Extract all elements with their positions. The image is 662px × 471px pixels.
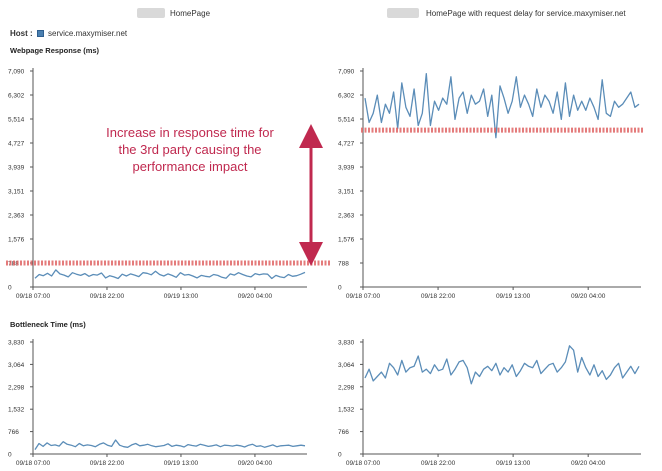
series-line — [34, 269, 306, 280]
x-tick-label: 09/18 07:00 — [16, 293, 51, 300]
y-tick-label: 0 — [338, 452, 342, 459]
x-tick-label: 09/18 07:00 — [346, 293, 381, 300]
y-tick-label: 766 — [338, 429, 349, 436]
y-tick-label: 2,298 — [338, 384, 355, 391]
response-right-chart: 7,090 6,302 5,514 4,727 3,939 3,151 2,363 1,576… — [338, 68, 643, 300]
redacted-label-right — [387, 8, 419, 18]
y-tick-label: 788 — [338, 261, 349, 268]
series-line — [34, 439, 306, 450]
x-tick-label: 09/18 22:00 — [90, 293, 125, 300]
y-tick-label: 7,090 — [8, 69, 25, 76]
y-tick-label: 7,090 — [338, 69, 355, 76]
response-left-chart: 7,090 6,302 5,514 4,727 3,939 3,151 2,363 1,576… — [6, 68, 330, 300]
x-tick-label: 09/20 04:00 — [571, 293, 606, 300]
x-tick-label: 09/20 04:00 — [238, 460, 273, 467]
y-tick-label: 3,939 — [338, 165, 355, 172]
x-tick-label: 09/19 13:00 — [164, 293, 199, 300]
y-tick-label: 0 — [8, 285, 12, 292]
y-tick-label: 3,064 — [338, 362, 355, 369]
y-tick-label: 3,064 — [8, 362, 25, 369]
y-tick-label: 2,363 — [338, 213, 355, 220]
y-tick-label: 3,830 — [338, 340, 355, 347]
host-legend-swatch — [37, 30, 44, 37]
x-tick-label: 09/19 13:00 — [496, 460, 531, 467]
annotation-line-1: Increase in response time for — [106, 125, 274, 140]
x-tick-label: 09/20 04:00 — [238, 293, 273, 300]
x-tick-label: 09/18 22:00 — [90, 460, 125, 467]
y-tick-label: 2,298 — [8, 384, 25, 391]
y-tick-label: 3,830 — [8, 340, 25, 347]
redacted-label-left — [137, 8, 165, 18]
series-line — [364, 73, 640, 139]
y-tick-label: 1,576 — [338, 237, 355, 244]
y-tick-label: 1,576 — [8, 237, 25, 244]
x-tick-label: 09/20 04:00 — [571, 460, 606, 467]
y-tick-label: 6,302 — [338, 93, 355, 100]
x-tick-label: 09/18 07:00 — [16, 460, 51, 467]
y-tick-label: 3,151 — [338, 189, 355, 196]
y-tick-label: 4,727 — [338, 141, 355, 148]
y-tick-label: 5,514 — [8, 117, 25, 124]
left-page-title: HomePage — [170, 9, 211, 18]
x-tick-label: 09/19 13:00 — [496, 293, 531, 300]
bottleneck-right-chart: 3,830 3,064 2,298 1,532 766 0 09/18 07:00 09/18… — [338, 339, 641, 467]
right-page-title: HomePage with request delay for service.… — [426, 9, 626, 18]
x-tick-label: 09/19 13:00 — [164, 460, 199, 467]
response-section-label: Webpage Response (ms) — [10, 46, 100, 55]
y-tick-label: 2,363 — [8, 213, 25, 220]
y-tick-label: 3,939 — [8, 165, 25, 172]
y-tick-label: 6,302 — [8, 93, 25, 100]
y-tick-label: 1,532 — [338, 407, 355, 414]
bottleneck-section-label: Bottleneck Time (ms) — [10, 320, 86, 329]
x-tick-label: 09/18 22:00 — [421, 293, 456, 300]
series-line — [364, 345, 640, 385]
host-label: Host : — [10, 29, 33, 38]
y-tick-label: 4,727 — [8, 141, 25, 148]
annotation-line-2: the 3rd party causing the — [118, 142, 261, 157]
y-tick-label: 3,151 — [8, 189, 25, 196]
bottleneck-left-chart: 3,830 3,064 2,298 1,532 766 0 09/18 07:00 09/18… — [8, 339, 307, 467]
y-tick-label: 0 — [8, 452, 12, 459]
annotation-line-3: performance impact — [133, 159, 248, 174]
y-tick-label: 766 — [8, 429, 19, 436]
y-tick-label: 0 — [338, 285, 342, 292]
x-tick-label: 09/18 07:00 — [346, 460, 381, 467]
host-value: service.maxymiser.net — [48, 29, 128, 38]
x-tick-label: 09/18 22:00 — [421, 460, 456, 467]
y-tick-label: 5,514 — [338, 117, 355, 124]
y-tick-label: 1,532 — [8, 407, 25, 414]
